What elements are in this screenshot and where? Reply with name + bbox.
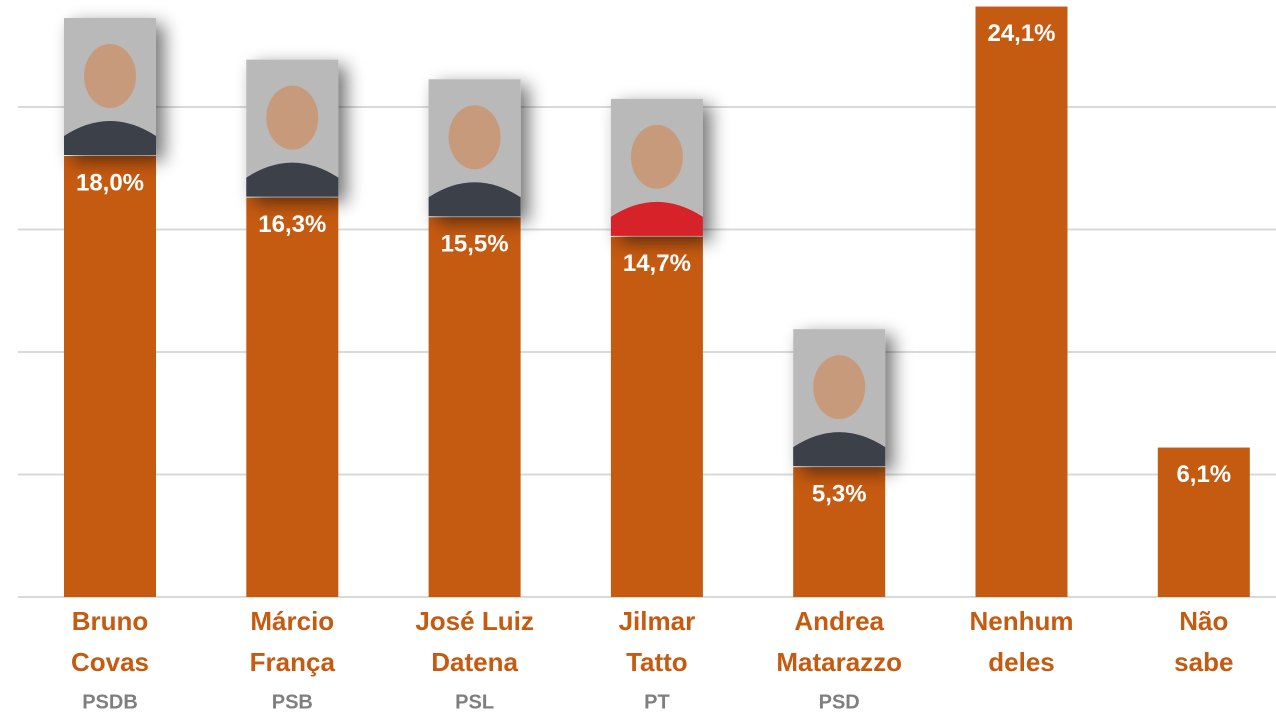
- x-tick-label: Jilmar: [619, 606, 696, 636]
- photo-body: [64, 121, 156, 155]
- photo-body: [610, 201, 703, 236]
- value-label: 14,7%: [623, 250, 691, 277]
- value-label: 24,1%: [987, 20, 1055, 47]
- x-tick-label: deles: [988, 647, 1055, 677]
- photo-body: [428, 182, 521, 217]
- value-label: 15,5%: [441, 231, 509, 258]
- x-tick-label: Tatto: [626, 647, 688, 677]
- x-tick-label: Andrea: [794, 606, 884, 636]
- x-tick-label: Covas: [71, 647, 149, 677]
- bar: [428, 217, 521, 597]
- photo-head: [266, 85, 319, 150]
- value-label: 6,1%: [1176, 461, 1231, 488]
- x-tick-label: Márcio: [250, 606, 334, 636]
- x-tick-label: sabe: [1174, 647, 1233, 677]
- photo-head: [630, 124, 683, 189]
- photo-head: [813, 355, 866, 420]
- bar: [1157, 447, 1250, 597]
- candidate-photo: [793, 329, 886, 467]
- x-tick-label: França: [250, 647, 336, 677]
- party-label: PT: [644, 691, 670, 713]
- candidate-photo: [246, 59, 339, 197]
- value-label: 16,3%: [258, 211, 326, 238]
- x-tick-label: Não: [1179, 606, 1228, 636]
- bar: [610, 236, 703, 597]
- bar: [793, 467, 886, 597]
- party-label: PSB: [272, 691, 313, 713]
- x-tick-label: Matarazzo: [776, 647, 902, 677]
- candidate-photo: [428, 79, 521, 217]
- party-label: PSDB: [82, 691, 138, 713]
- candidate-photo: [610, 98, 703, 236]
- photo-head: [84, 44, 136, 108]
- x-tick-label: José Luiz: [415, 606, 533, 636]
- value-label: 5,3%: [812, 480, 867, 507]
- value-label: 18,0%: [76, 169, 144, 196]
- candidate-photo: [64, 18, 156, 155]
- party-label: PSD: [819, 691, 860, 713]
- x-tick-label: Datena: [431, 647, 518, 677]
- bar: [64, 156, 156, 597]
- bar: [246, 197, 339, 597]
- photo-head: [448, 105, 501, 170]
- photo-body: [246, 162, 339, 197]
- bar: [975, 6, 1068, 598]
- party-label: PSL: [455, 691, 494, 713]
- photo-body: [793, 432, 886, 467]
- x-tick-label: Nenhum: [970, 606, 1074, 636]
- x-tick-label: Bruno: [72, 606, 149, 636]
